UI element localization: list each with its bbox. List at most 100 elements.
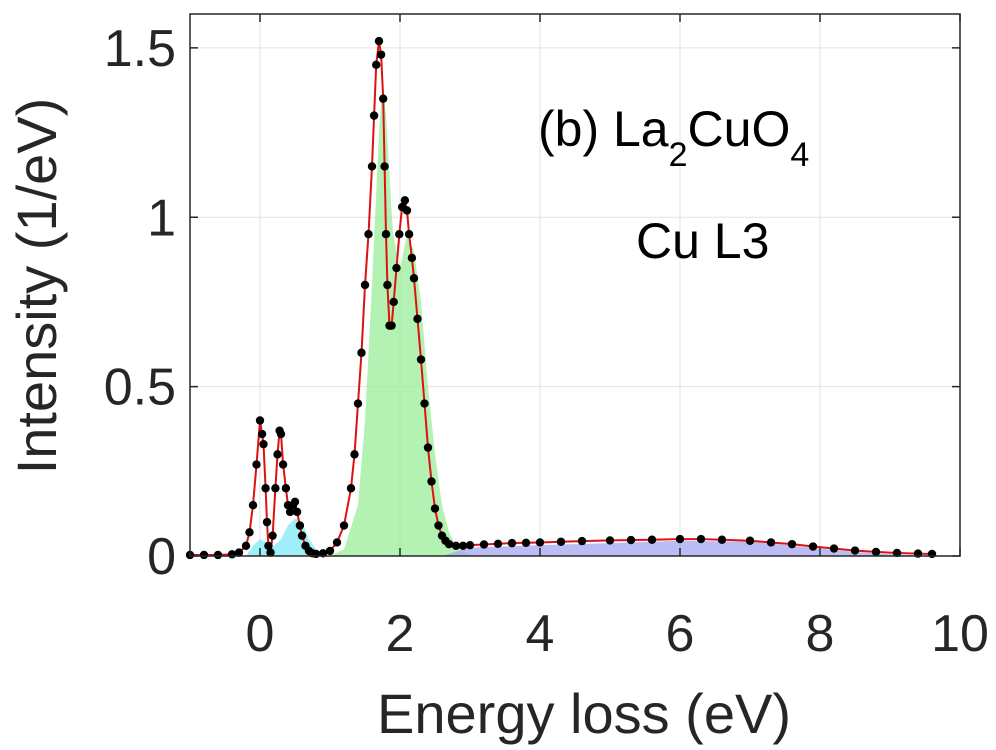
spectrum-series <box>185 36 937 560</box>
data-point <box>367 162 377 171</box>
data-point <box>332 538 342 547</box>
x-tick-label: 8 <box>806 605 835 663</box>
data-point <box>268 531 277 540</box>
data-point <box>696 534 706 544</box>
data-point <box>374 36 384 46</box>
data-point <box>387 321 396 330</box>
data-point <box>717 535 727 544</box>
data-point <box>383 280 392 290</box>
data-point <box>266 548 275 557</box>
data-point <box>255 416 265 425</box>
data-point <box>400 196 410 205</box>
x-tick-label: 0 <box>246 605 275 663</box>
data-point <box>369 111 379 120</box>
x-tick-label: 10 <box>931 605 989 663</box>
data-point <box>297 531 307 540</box>
data-point <box>376 50 386 59</box>
data-point <box>292 507 302 517</box>
x-axis-label: Energy loss (eV) <box>377 682 791 745</box>
data-point <box>285 507 295 517</box>
data-point <box>535 538 545 547</box>
data-point <box>199 550 209 560</box>
data-point <box>556 537 566 546</box>
data-point <box>402 206 412 215</box>
data-point <box>278 460 288 469</box>
data-point <box>458 541 468 551</box>
tick-layer: 0 2 4 6 8 10 0 0.5 1 1.5 <box>104 14 989 663</box>
x-tick-label: 6 <box>666 605 695 663</box>
y-tick-label: 1 <box>147 189 176 247</box>
data-point <box>407 253 417 263</box>
data-point <box>346 484 356 493</box>
data-point <box>507 538 517 548</box>
data-point <box>392 263 401 273</box>
data-point <box>420 399 429 408</box>
y-tick-label: 1.5 <box>104 20 176 78</box>
data-point <box>257 429 267 439</box>
data-point <box>262 517 272 527</box>
data-point <box>350 450 359 459</box>
data-point <box>521 538 531 547</box>
annotation-sample: (b) La2CuO4 <box>538 101 809 174</box>
data-point <box>380 162 389 171</box>
data-point <box>281 484 291 493</box>
data-point <box>434 521 443 530</box>
data-point <box>745 536 755 545</box>
data-point <box>245 528 254 537</box>
data-point <box>626 535 636 545</box>
data-point <box>227 550 237 559</box>
data-point <box>273 450 282 459</box>
data-point <box>808 542 818 551</box>
data-point <box>675 534 685 544</box>
data-point <box>259 440 268 449</box>
data-point <box>213 550 223 560</box>
data-point <box>430 504 440 513</box>
annotation-mid: CuO <box>688 101 791 157</box>
data-point <box>829 544 839 553</box>
grid-layer <box>190 14 961 557</box>
plot-frame <box>189 13 961 557</box>
data-point <box>577 536 587 546</box>
data-point <box>479 540 489 549</box>
data-point <box>339 521 349 530</box>
data-point <box>264 541 273 551</box>
data-point <box>379 94 388 103</box>
data-point <box>451 541 461 551</box>
x-tick-label: 2 <box>386 605 415 663</box>
data-point <box>605 536 615 545</box>
data-point <box>892 548 902 558</box>
data-point <box>416 355 426 364</box>
data-point <box>493 539 503 549</box>
data-point <box>241 541 251 551</box>
annotation-sub-2: 4 <box>790 136 809 174</box>
data-point <box>353 399 363 408</box>
data-point <box>252 460 261 469</box>
x-tick-label: 4 <box>526 605 555 663</box>
data-point <box>290 497 300 506</box>
data-point <box>465 540 475 550</box>
data-point <box>787 539 797 549</box>
data-point <box>444 539 454 549</box>
annotation-sub-1: 2 <box>669 136 688 174</box>
data-point <box>364 229 373 239</box>
y-tick-label: 0.5 <box>104 359 176 417</box>
data-point <box>276 429 286 439</box>
y-tick-label: 0 <box>147 528 176 586</box>
data-point <box>647 535 657 544</box>
data-point <box>766 538 776 547</box>
data-point <box>381 229 391 239</box>
fit-line <box>190 40 933 556</box>
data-point <box>927 549 937 559</box>
data-point <box>261 484 270 493</box>
data-point <box>360 280 370 290</box>
data-point <box>357 348 366 357</box>
data-point <box>372 60 381 70</box>
annotation-prefix: (b) La <box>538 101 669 157</box>
data-point <box>395 229 404 239</box>
y-axis-label: Intensity (1/eV) <box>5 98 68 475</box>
data-point <box>389 297 398 307</box>
data-point <box>271 484 280 493</box>
data-point <box>295 521 305 530</box>
annotation-edge: Cu L3 <box>636 213 769 269</box>
